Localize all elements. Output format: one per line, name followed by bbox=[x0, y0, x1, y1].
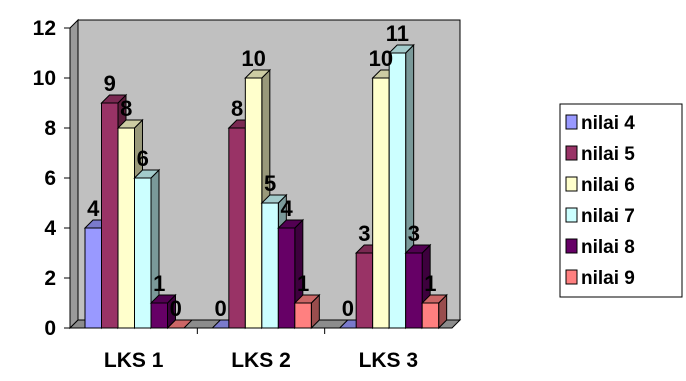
data-label: 5 bbox=[264, 171, 276, 196]
bar bbox=[84, 227, 102, 329]
legend-label: nilai 4 bbox=[581, 113, 635, 134]
y-tick-label: 12 bbox=[33, 17, 56, 40]
data-label: 4 bbox=[87, 196, 100, 221]
bar bbox=[244, 77, 263, 329]
data-label: 10 bbox=[369, 46, 393, 71]
bar bbox=[117, 127, 135, 329]
y-tick-label: 6 bbox=[44, 167, 56, 190]
chart-bars bbox=[83, 43, 448, 330]
legend-label: nilai 5 bbox=[581, 144, 635, 165]
legend-label: nilai 8 bbox=[581, 237, 635, 258]
data-label: 0 bbox=[342, 296, 354, 321]
bar bbox=[355, 252, 374, 329]
legend-label: nilai 6 bbox=[581, 175, 635, 196]
legend-swatch bbox=[565, 176, 578, 192]
y-tick-label: 2 bbox=[44, 267, 56, 290]
chart-legend: nilai 4 nilai 5 nilai 6 nilai 7 nilai 8 nilai… bbox=[559, 103, 683, 298]
bar bbox=[294, 302, 312, 329]
y-tick-label: 8 bbox=[44, 117, 56, 140]
legend-swatch bbox=[565, 114, 578, 130]
data-label: 0 bbox=[214, 296, 226, 321]
legend-swatch bbox=[565, 269, 578, 285]
data-label: 6 bbox=[137, 146, 149, 171]
legend-swatch bbox=[565, 238, 578, 254]
bar bbox=[405, 252, 423, 329]
category-label: LKS 2 bbox=[231, 349, 291, 372]
category-label: LKS 3 bbox=[359, 349, 419, 372]
bar bbox=[388, 52, 407, 329]
legend-label: nilai 7 bbox=[581, 206, 635, 227]
data-label: 3 bbox=[358, 221, 370, 246]
bar bbox=[150, 302, 168, 329]
bar bbox=[372, 77, 390, 329]
data-label: 1 bbox=[153, 271, 165, 296]
data-label: 1 bbox=[424, 271, 436, 296]
legend-swatch bbox=[565, 207, 578, 223]
data-label: 11 bbox=[386, 21, 409, 46]
bar bbox=[277, 227, 296, 329]
y-tick-label: 4 bbox=[44, 217, 56, 240]
data-label: 8 bbox=[231, 96, 243, 121]
bar bbox=[228, 127, 246, 329]
data-label: 4 bbox=[280, 196, 293, 221]
legend-label: nilai 9 bbox=[581, 268, 635, 289]
bar bbox=[134, 177, 152, 329]
side-wall bbox=[69, 18, 79, 330]
bar bbox=[421, 302, 440, 329]
y-tick-label: 10 bbox=[33, 67, 56, 90]
data-label: 3 bbox=[408, 221, 420, 246]
legend-box bbox=[559, 103, 683, 298]
category-label: LKS 1 bbox=[104, 349, 164, 372]
data-label: 1 bbox=[297, 271, 309, 296]
bar bbox=[261, 202, 279, 329]
bar bbox=[101, 102, 119, 329]
data-label: 9 bbox=[104, 71, 116, 96]
legend-swatch bbox=[565, 145, 578, 161]
data-label: 0 bbox=[170, 296, 182, 321]
bar-zero bbox=[166, 319, 194, 329]
y-tick-label: 0 bbox=[44, 317, 56, 340]
data-label: 8 bbox=[120, 96, 132, 121]
data-label: 10 bbox=[241, 46, 265, 71]
